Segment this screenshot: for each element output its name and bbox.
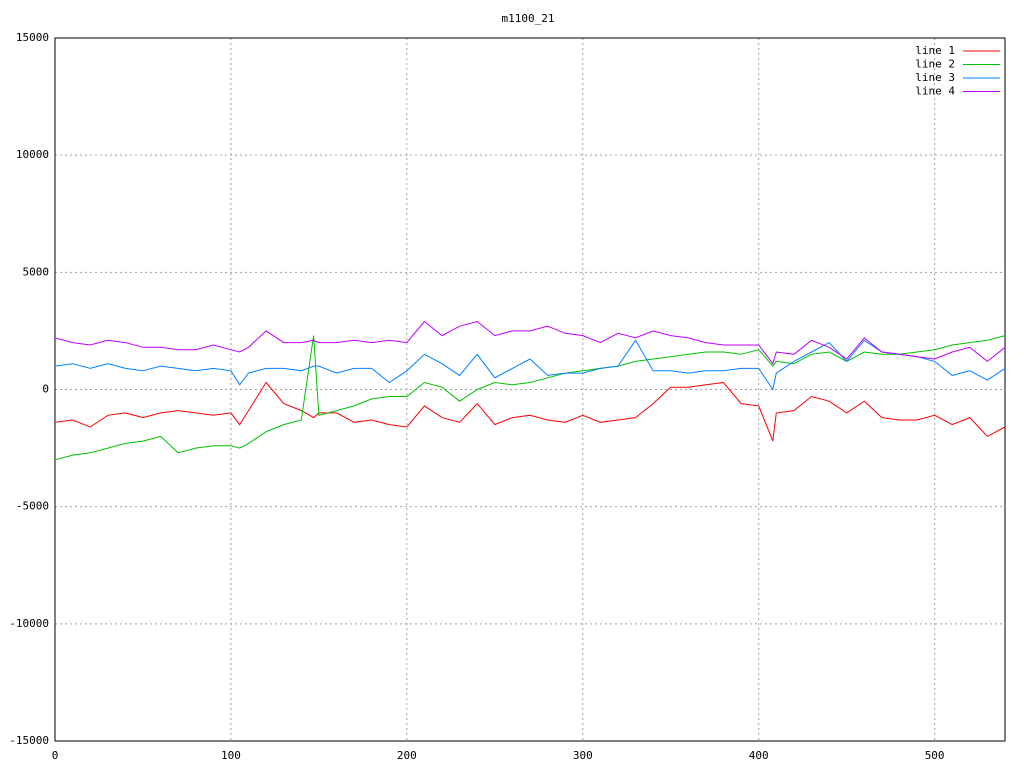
y-tick-label: 15000 [16, 31, 49, 44]
legend-label: line 4 [915, 85, 955, 98]
data-line [54, 335, 1006, 461]
y-tick-label: 10000 [16, 148, 49, 161]
y-tick-label: 0 [42, 383, 49, 396]
y-tick-label: -10000 [9, 617, 49, 630]
x-tick-label: 500 [925, 749, 945, 762]
x-tick-label: 300 [573, 749, 593, 762]
x-tick-label: 200 [397, 749, 417, 762]
y-tick-label: -15000 [9, 734, 49, 747]
legend-label: line 2 [915, 58, 955, 71]
y-tick-label: 5000 [23, 265, 50, 278]
x-tick-label: 0 [52, 749, 59, 762]
data-line [54, 381, 1006, 442]
x-tick-label: 400 [749, 749, 769, 762]
y-tick-label: -5000 [16, 500, 49, 513]
legend-label: line 1 [915, 44, 955, 57]
legend-label: line 3 [915, 71, 955, 84]
x-tick-label: 100 [221, 749, 241, 762]
data-line [54, 320, 1006, 365]
data-line [54, 339, 1006, 391]
plot-border [54, 37, 1006, 742]
chart-title: m1100_21 [502, 12, 555, 25]
